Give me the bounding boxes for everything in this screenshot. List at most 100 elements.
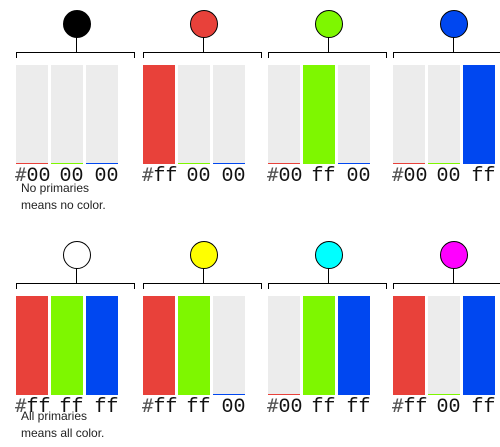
- panel-red: #ff 00 00: [142, 10, 262, 200]
- channel-baseline-red: [268, 163, 300, 164]
- bracket-tick: [268, 283, 269, 289]
- channel-bar-blue: [463, 296, 495, 395]
- bracket-line: [16, 52, 135, 53]
- color-swatch-circle: [440, 10, 468, 38]
- hex-pair-red: ff: [153, 396, 178, 419]
- channel-bar-blue: [213, 65, 245, 164]
- hex-pair-red: 00: [278, 396, 303, 419]
- hex-pair-green: ff: [311, 396, 336, 419]
- channel-baseline-red: [393, 163, 425, 164]
- hex-pair-green: ff: [186, 396, 211, 419]
- bracket-line: [143, 52, 262, 53]
- channel-bar-red: [16, 65, 48, 164]
- channel-bar-red: [268, 296, 300, 395]
- channel-bar-red: [393, 296, 425, 395]
- panel-cyan: #00 ff ff: [267, 241, 387, 431]
- hex-code: #ff ff 00: [142, 395, 256, 419]
- bracket-tick: [393, 283, 394, 289]
- channel-baseline-red: [393, 394, 425, 395]
- hex-pair-red: ff: [403, 396, 428, 419]
- bracket-tick: [143, 52, 144, 58]
- hex-pair-red: ff: [26, 396, 51, 419]
- panel-black: #00 00 00: [15, 10, 135, 200]
- channel-bar-green: [303, 296, 335, 395]
- hex-hash: #: [15, 164, 27, 186]
- channel-bar-red: [268, 65, 300, 164]
- bracket-line: [268, 283, 387, 284]
- hex-hash: #: [267, 164, 279, 186]
- hex-pair-green: 00: [59, 165, 84, 188]
- hex-hash: #: [15, 395, 27, 417]
- bracket-stem: [328, 37, 329, 52]
- color-swatch-circle: [63, 241, 91, 269]
- hex-pair-green: ff: [311, 165, 336, 188]
- color-swatch-circle: [440, 241, 468, 269]
- hex-code: #ff 00 00: [142, 164, 256, 188]
- channel-bar-blue: [86, 65, 118, 164]
- hex-code: #00 00 00: [15, 164, 129, 188]
- channel-baseline-red: [16, 394, 48, 395]
- hex-pair-green: 00: [186, 165, 211, 188]
- bracket-stem: [76, 268, 77, 283]
- panel-white: #ff ff ff: [15, 241, 135, 431]
- hex-hash: #: [267, 395, 279, 417]
- bracket-stem: [453, 268, 454, 283]
- hex-pair-red: 00: [26, 165, 51, 188]
- channel-bar-green: [303, 65, 335, 164]
- channel-bar-red: [393, 65, 425, 164]
- channel-baseline-red: [143, 163, 175, 164]
- bracket-tick: [261, 283, 262, 289]
- hex-pair-blue: ff: [471, 165, 496, 188]
- bracket-tick: [261, 52, 262, 58]
- bracket-line: [268, 52, 387, 53]
- hex-hash: #: [142, 395, 154, 417]
- hex-pair-red: ff: [153, 165, 178, 188]
- bracket-stem: [328, 268, 329, 283]
- channel-baseline-red: [143, 394, 175, 395]
- channel-baseline-blue: [213, 394, 245, 395]
- bracket-stem: [76, 37, 77, 52]
- bracket-stem: [453, 37, 454, 52]
- channel-bar-blue: [213, 296, 245, 395]
- channel-bar-green: [51, 296, 83, 395]
- hex-pair-red: 00: [403, 165, 428, 188]
- channel-baseline-red: [268, 394, 300, 395]
- bracket-line: [393, 283, 500, 284]
- channel-bar-blue: [86, 296, 118, 395]
- note-no-primaries-line2: means no color.: [21, 198, 106, 212]
- channel-baseline-green: [428, 163, 460, 164]
- note-no-primaries-line1: No primaries: [21, 181, 90, 195]
- hex-code: #00 00 ff: [392, 164, 500, 188]
- channel-baseline-blue: [213, 163, 245, 164]
- channel-baseline-green: [428, 394, 460, 395]
- hex-code: #ff 00 ff: [392, 395, 500, 419]
- hex-pair-blue: ff: [346, 396, 371, 419]
- channel-bar-blue: [338, 65, 370, 164]
- bracket-tick: [386, 283, 387, 289]
- bracket-tick: [386, 52, 387, 58]
- hex-pair-green: 00: [436, 396, 461, 419]
- channel-bar-green: [428, 65, 460, 164]
- bracket-tick: [16, 283, 17, 289]
- color-swatch-circle: [315, 241, 343, 269]
- channel-baseline-green: [178, 163, 210, 164]
- channel-baseline-blue: [86, 394, 118, 395]
- channel-bar-blue: [338, 296, 370, 395]
- hex-hash: #: [142, 164, 154, 186]
- bracket-tick: [134, 52, 135, 58]
- channel-baseline-blue: [463, 394, 495, 395]
- hex-pair-blue: 00: [221, 396, 246, 419]
- bracket-tick: [268, 52, 269, 58]
- channel-bar-red: [143, 65, 175, 164]
- hex-hash: #: [392, 395, 404, 417]
- bracket-line: [143, 283, 262, 284]
- hex-hash: #: [392, 164, 404, 186]
- channel-bar-green: [51, 65, 83, 164]
- bracket-tick: [393, 52, 394, 58]
- hex-code: #00 ff 00: [267, 164, 381, 188]
- bracket-tick: [134, 283, 135, 289]
- bracket-stem: [203, 268, 204, 283]
- hex-code: #ff ff ff: [15, 395, 129, 419]
- bracket-line: [16, 283, 135, 284]
- hex-pair-blue: 00: [346, 165, 371, 188]
